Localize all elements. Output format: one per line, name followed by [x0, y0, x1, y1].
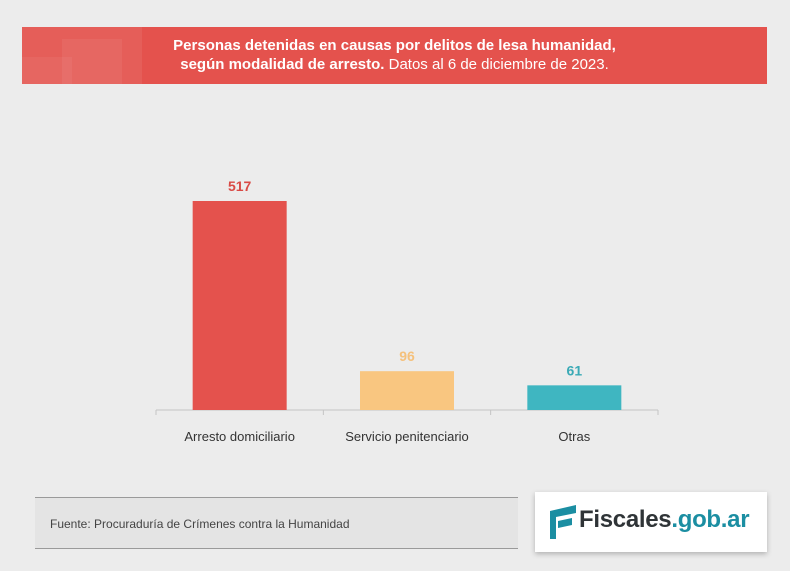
category-label: Arresto domiciliario	[184, 429, 295, 444]
logo-main: Fiscales	[579, 506, 672, 533]
bar	[360, 371, 454, 410]
banner-decoration	[22, 27, 142, 84]
data-label: 96	[399, 348, 415, 364]
chart-title: Personas detenidas en causas por delitos…	[22, 36, 767, 74]
category-label: Servicio penitenciario	[345, 429, 469, 444]
data-label: 61	[567, 362, 583, 378]
bar	[192, 201, 287, 410]
logo-domain: .gob.ar	[671, 506, 750, 533]
banner-decoration	[22, 57, 72, 84]
category-label: Otras	[558, 429, 590, 444]
source-box: Fuente: Procuraduría de Crímenes contra …	[35, 497, 518, 549]
logo-icon	[550, 505, 576, 539]
title-line2-bold: según modalidad de arresto.	[180, 56, 385, 73]
title-line2-date: Datos al 6 de diciembre de 2023.	[388, 56, 609, 73]
data-label: 517	[228, 178, 252, 194]
fiscales-logo: Fiscales.gob.ar	[535, 492, 767, 552]
bar	[527, 385, 622, 410]
title-banner: Personas detenidas en causas por delitos…	[22, 27, 767, 84]
source-text: Fuente: Procuraduría de Crímenes contra …	[50, 517, 350, 531]
logo-text: Fiscales.gob.ar	[579, 506, 750, 534]
banner-decoration	[62, 39, 122, 84]
title-line1: Personas detenidas en causas por delitos…	[173, 37, 616, 54]
